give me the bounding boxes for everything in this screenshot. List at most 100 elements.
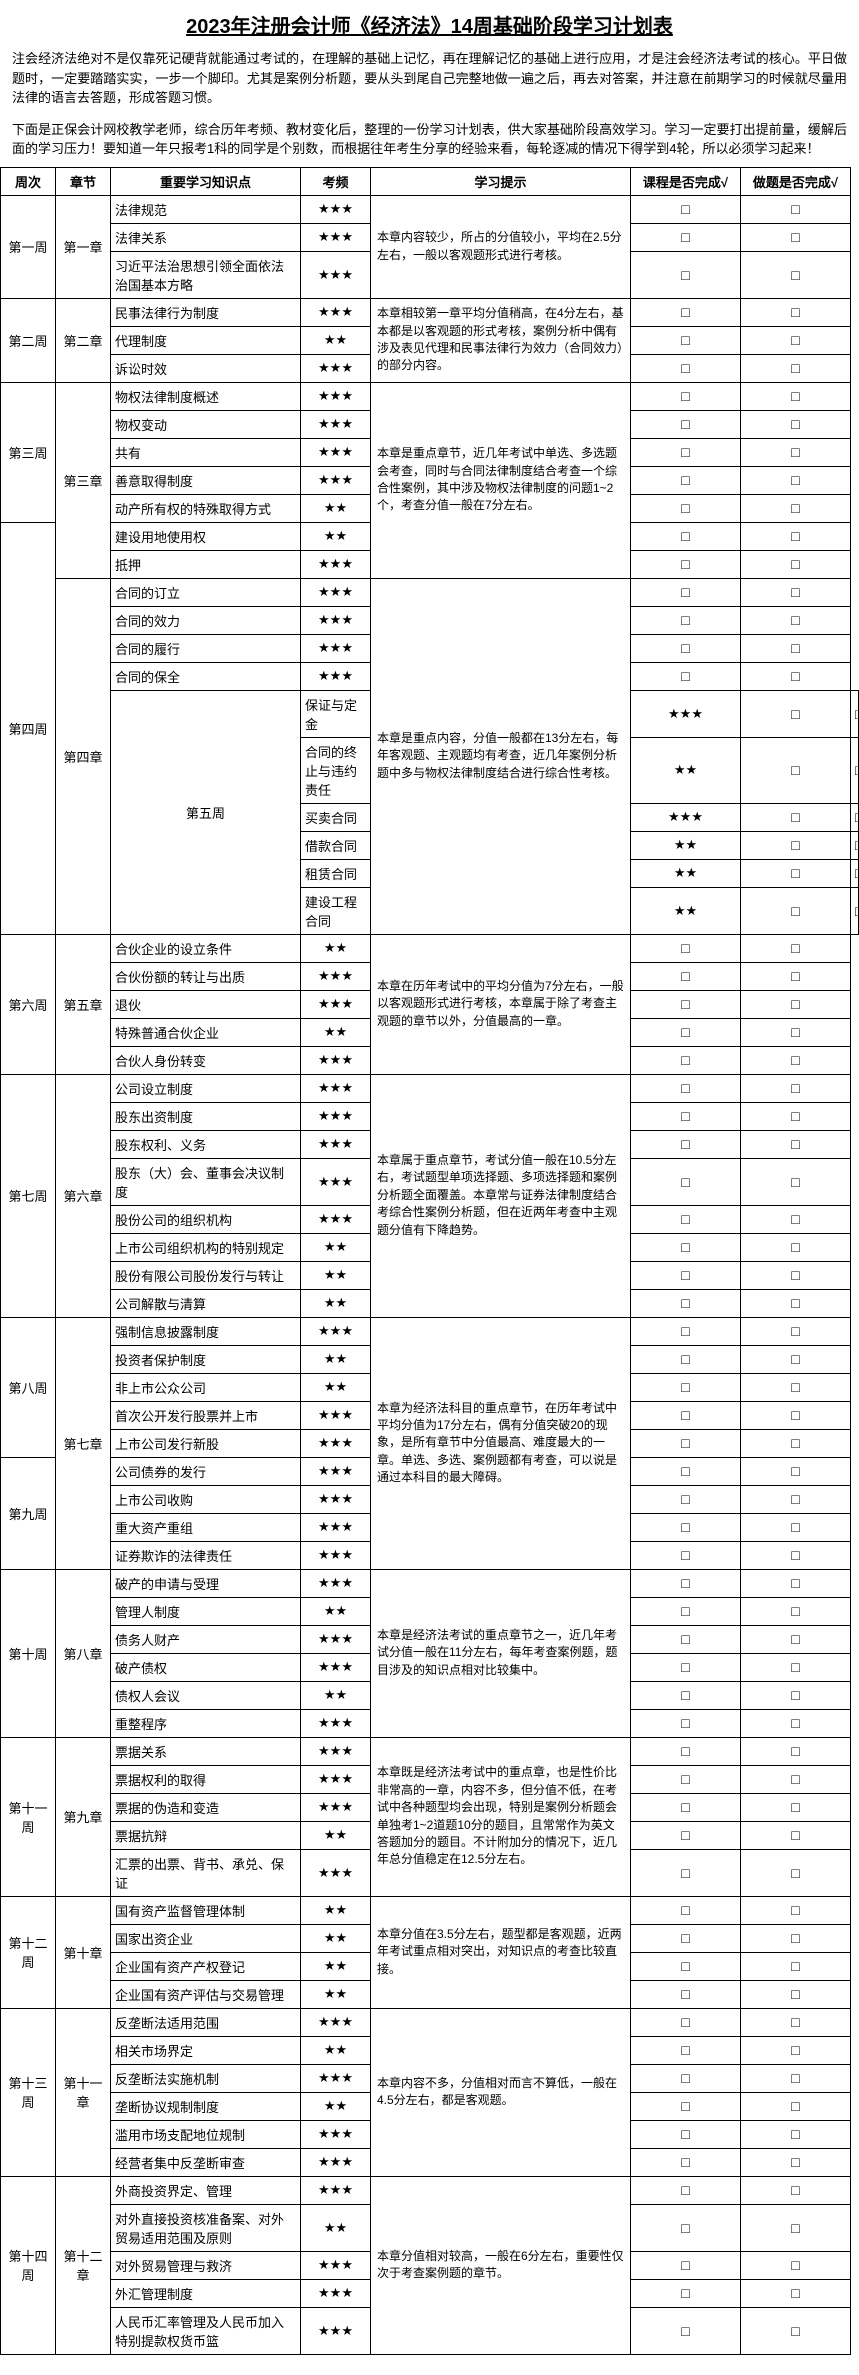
course-done-checkbox[interactable]: □ xyxy=(631,1158,741,1205)
course-done-checkbox[interactable]: □ xyxy=(631,195,741,223)
course-done-checkbox[interactable]: □ xyxy=(741,737,851,803)
exercise-done-checkbox[interactable]: □ xyxy=(741,1102,851,1130)
course-done-checkbox[interactable]: □ xyxy=(631,1952,741,1980)
exercise-done-checkbox[interactable]: □ xyxy=(741,2307,851,2354)
exercise-done-checkbox[interactable]: □ xyxy=(851,690,859,737)
exercise-done-checkbox[interactable]: □ xyxy=(741,2204,851,2251)
course-done-checkbox[interactable]: □ xyxy=(631,494,741,522)
course-done-checkbox[interactable]: □ xyxy=(631,2064,741,2092)
course-done-checkbox[interactable]: □ xyxy=(631,1102,741,1130)
course-done-checkbox[interactable]: □ xyxy=(631,606,741,634)
course-done-checkbox[interactable]: □ xyxy=(741,831,851,859)
exercise-done-checkbox[interactable]: □ xyxy=(741,1018,851,1046)
exercise-done-checkbox[interactable]: □ xyxy=(851,803,859,831)
exercise-done-checkbox[interactable]: □ xyxy=(741,2251,851,2279)
exercise-done-checkbox[interactable]: □ xyxy=(741,1952,851,1980)
course-done-checkbox[interactable]: □ xyxy=(741,887,851,934)
exercise-done-checkbox[interactable]: □ xyxy=(741,1765,851,1793)
exercise-done-checkbox[interactable]: □ xyxy=(741,1541,851,1569)
exercise-done-checkbox[interactable]: □ xyxy=(741,662,851,690)
course-done-checkbox[interactable]: □ xyxy=(631,1289,741,1317)
exercise-done-checkbox[interactable]: □ xyxy=(741,1737,851,1765)
exercise-done-checkbox[interactable]: □ xyxy=(741,1681,851,1709)
exercise-done-checkbox[interactable]: □ xyxy=(741,962,851,990)
exercise-done-checkbox[interactable]: □ xyxy=(741,1457,851,1485)
course-done-checkbox[interactable]: □ xyxy=(631,2092,741,2120)
exercise-done-checkbox[interactable]: □ xyxy=(741,1821,851,1849)
exercise-done-checkbox[interactable]: □ xyxy=(741,1401,851,1429)
course-done-checkbox[interactable]: □ xyxy=(631,1401,741,1429)
course-done-checkbox[interactable]: □ xyxy=(631,2307,741,2354)
exercise-done-checkbox[interactable]: □ xyxy=(741,606,851,634)
exercise-done-checkbox[interactable]: □ xyxy=(741,1233,851,1261)
exercise-done-checkbox[interactable]: □ xyxy=(741,1980,851,2008)
exercise-done-checkbox[interactable]: □ xyxy=(741,1597,851,1625)
course-done-checkbox[interactable]: □ xyxy=(631,1681,741,1709)
course-done-checkbox[interactable]: □ xyxy=(631,466,741,494)
exercise-done-checkbox[interactable]: □ xyxy=(741,1924,851,1952)
course-done-checkbox[interactable]: □ xyxy=(631,2251,741,2279)
course-done-checkbox[interactable]: □ xyxy=(631,1429,741,1457)
exercise-done-checkbox[interactable]: □ xyxy=(741,1709,851,1737)
course-done-checkbox[interactable]: □ xyxy=(631,1513,741,1541)
exercise-done-checkbox[interactable]: □ xyxy=(741,223,851,251)
exercise-done-checkbox[interactable]: □ xyxy=(741,2120,851,2148)
course-done-checkbox[interactable]: □ xyxy=(631,1625,741,1653)
course-done-checkbox[interactable]: □ xyxy=(631,1765,741,1793)
exercise-done-checkbox[interactable]: □ xyxy=(741,1429,851,1457)
exercise-done-checkbox[interactable]: □ xyxy=(741,298,851,326)
course-done-checkbox[interactable]: □ xyxy=(631,1018,741,1046)
course-done-checkbox[interactable]: □ xyxy=(631,410,741,438)
course-done-checkbox[interactable]: □ xyxy=(631,1980,741,2008)
course-done-checkbox[interactable]: □ xyxy=(631,2279,741,2307)
exercise-done-checkbox[interactable]: □ xyxy=(741,934,851,962)
course-done-checkbox[interactable]: □ xyxy=(631,962,741,990)
course-done-checkbox[interactable]: □ xyxy=(741,690,851,737)
course-done-checkbox[interactable]: □ xyxy=(631,2148,741,2176)
exercise-done-checkbox[interactable]: □ xyxy=(741,354,851,382)
exercise-done-checkbox[interactable]: □ xyxy=(741,1653,851,1681)
exercise-done-checkbox[interactable]: □ xyxy=(741,522,851,550)
exercise-done-checkbox[interactable]: □ xyxy=(741,1849,851,1896)
course-done-checkbox[interactable]: □ xyxy=(631,1317,741,1345)
course-done-checkbox[interactable]: □ xyxy=(741,803,851,831)
course-done-checkbox[interactable]: □ xyxy=(741,859,851,887)
exercise-done-checkbox[interactable]: □ xyxy=(741,550,851,578)
course-done-checkbox[interactable]: □ xyxy=(631,1896,741,1924)
course-done-checkbox[interactable]: □ xyxy=(631,1074,741,1102)
exercise-done-checkbox[interactable]: □ xyxy=(741,438,851,466)
course-done-checkbox[interactable]: □ xyxy=(631,1373,741,1401)
course-done-checkbox[interactable]: □ xyxy=(631,2008,741,2036)
course-done-checkbox[interactable]: □ xyxy=(631,522,741,550)
exercise-done-checkbox[interactable]: □ xyxy=(741,410,851,438)
exercise-done-checkbox[interactable]: □ xyxy=(741,1625,851,1653)
course-done-checkbox[interactable]: □ xyxy=(631,223,741,251)
course-done-checkbox[interactable]: □ xyxy=(631,1924,741,1952)
exercise-done-checkbox[interactable]: □ xyxy=(741,1485,851,1513)
exercise-done-checkbox[interactable]: □ xyxy=(741,1205,851,1233)
course-done-checkbox[interactable]: □ xyxy=(631,1709,741,1737)
exercise-done-checkbox[interactable]: □ xyxy=(741,1896,851,1924)
exercise-done-checkbox[interactable]: □ xyxy=(741,1317,851,1345)
exercise-done-checkbox[interactable]: □ xyxy=(851,887,859,934)
exercise-done-checkbox[interactable]: □ xyxy=(741,578,851,606)
exercise-done-checkbox[interactable]: □ xyxy=(741,251,851,298)
course-done-checkbox[interactable]: □ xyxy=(631,1737,741,1765)
course-done-checkbox[interactable]: □ xyxy=(631,382,741,410)
exercise-done-checkbox[interactable]: □ xyxy=(741,2008,851,2036)
exercise-done-checkbox[interactable]: □ xyxy=(741,1513,851,1541)
exercise-done-checkbox[interactable]: □ xyxy=(741,1289,851,1317)
exercise-done-checkbox[interactable]: □ xyxy=(741,2064,851,2092)
exercise-done-checkbox[interactable]: □ xyxy=(741,634,851,662)
course-done-checkbox[interactable]: □ xyxy=(631,1205,741,1233)
exercise-done-checkbox[interactable]: □ xyxy=(741,1345,851,1373)
course-done-checkbox[interactable]: □ xyxy=(631,1569,741,1597)
course-done-checkbox[interactable]: □ xyxy=(631,1849,741,1896)
exercise-done-checkbox[interactable]: □ xyxy=(741,1261,851,1289)
course-done-checkbox[interactable]: □ xyxy=(631,2120,741,2148)
exercise-done-checkbox[interactable]: □ xyxy=(741,1373,851,1401)
course-done-checkbox[interactable]: □ xyxy=(631,298,741,326)
exercise-done-checkbox[interactable]: □ xyxy=(851,859,859,887)
course-done-checkbox[interactable]: □ xyxy=(631,1457,741,1485)
exercise-done-checkbox[interactable]: □ xyxy=(851,831,859,859)
